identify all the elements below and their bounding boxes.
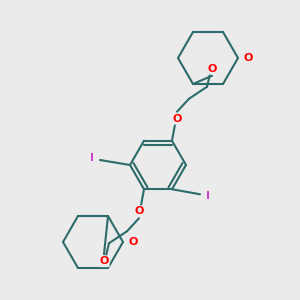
Text: O: O [172, 114, 182, 124]
Text: O: O [128, 237, 138, 247]
Text: O: O [207, 64, 217, 74]
Text: O: O [243, 53, 253, 63]
Text: I: I [90, 153, 94, 163]
Text: O: O [134, 206, 144, 216]
Text: O: O [99, 256, 109, 266]
Text: I: I [206, 191, 210, 201]
